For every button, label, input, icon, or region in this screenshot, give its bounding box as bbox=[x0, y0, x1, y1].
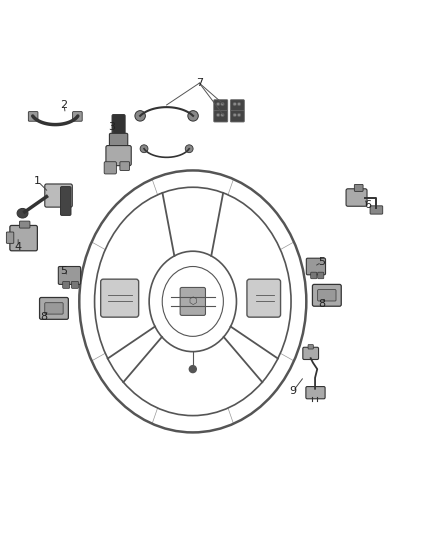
Text: 8: 8 bbox=[318, 298, 325, 309]
FancyBboxPatch shape bbox=[230, 100, 244, 111]
FancyBboxPatch shape bbox=[214, 100, 228, 111]
Circle shape bbox=[237, 102, 241, 106]
Circle shape bbox=[185, 145, 193, 152]
FancyBboxPatch shape bbox=[45, 184, 72, 207]
Circle shape bbox=[216, 113, 220, 117]
FancyBboxPatch shape bbox=[28, 111, 38, 121]
Text: 8: 8 bbox=[40, 312, 47, 322]
Circle shape bbox=[221, 113, 224, 117]
Circle shape bbox=[140, 145, 148, 152]
Text: 9: 9 bbox=[290, 386, 297, 396]
FancyBboxPatch shape bbox=[318, 289, 336, 301]
FancyBboxPatch shape bbox=[311, 272, 317, 279]
FancyBboxPatch shape bbox=[39, 297, 68, 319]
FancyBboxPatch shape bbox=[230, 111, 244, 122]
FancyBboxPatch shape bbox=[354, 184, 363, 191]
FancyBboxPatch shape bbox=[19, 221, 30, 228]
FancyBboxPatch shape bbox=[10, 225, 37, 251]
Text: 5: 5 bbox=[60, 266, 67, 276]
FancyBboxPatch shape bbox=[101, 279, 139, 317]
FancyBboxPatch shape bbox=[214, 111, 228, 122]
Text: ⬡: ⬡ bbox=[188, 296, 197, 306]
FancyBboxPatch shape bbox=[104, 161, 117, 174]
Text: 3: 3 bbox=[109, 122, 116, 132]
FancyBboxPatch shape bbox=[346, 189, 367, 206]
Circle shape bbox=[221, 102, 224, 106]
Text: 1: 1 bbox=[34, 176, 41, 187]
FancyBboxPatch shape bbox=[318, 272, 324, 279]
FancyBboxPatch shape bbox=[112, 115, 125, 137]
FancyBboxPatch shape bbox=[7, 232, 14, 244]
Text: 6: 6 bbox=[364, 200, 371, 211]
Text: 7: 7 bbox=[196, 78, 203, 88]
Circle shape bbox=[188, 111, 198, 121]
FancyBboxPatch shape bbox=[110, 133, 128, 150]
FancyBboxPatch shape bbox=[63, 281, 70, 288]
Text: 2: 2 bbox=[60, 100, 67, 110]
FancyBboxPatch shape bbox=[120, 161, 130, 171]
FancyBboxPatch shape bbox=[303, 348, 318, 359]
Text: 5: 5 bbox=[318, 257, 325, 267]
FancyBboxPatch shape bbox=[60, 187, 71, 215]
FancyBboxPatch shape bbox=[45, 303, 63, 314]
Circle shape bbox=[233, 113, 237, 117]
Circle shape bbox=[237, 113, 241, 117]
FancyBboxPatch shape bbox=[312, 285, 341, 306]
FancyBboxPatch shape bbox=[306, 386, 325, 399]
Circle shape bbox=[189, 366, 196, 373]
Circle shape bbox=[216, 102, 220, 106]
FancyBboxPatch shape bbox=[180, 287, 205, 316]
Text: 4: 4 bbox=[14, 242, 22, 252]
FancyBboxPatch shape bbox=[71, 281, 78, 288]
FancyBboxPatch shape bbox=[370, 206, 383, 214]
FancyBboxPatch shape bbox=[58, 266, 81, 285]
Ellipse shape bbox=[17, 208, 28, 218]
Circle shape bbox=[135, 111, 145, 121]
FancyBboxPatch shape bbox=[247, 279, 281, 317]
FancyBboxPatch shape bbox=[73, 111, 82, 121]
Circle shape bbox=[233, 102, 237, 106]
FancyBboxPatch shape bbox=[306, 258, 325, 275]
FancyBboxPatch shape bbox=[106, 146, 131, 166]
FancyBboxPatch shape bbox=[308, 345, 313, 349]
